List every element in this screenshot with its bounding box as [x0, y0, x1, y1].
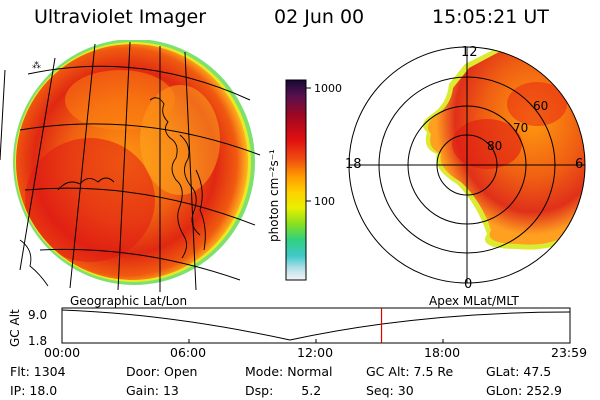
seq-info: Seq: 30 — [366, 383, 414, 398]
gain-info: Gain: 13 — [126, 383, 179, 398]
altitude-ytick-bottom: 1.8 — [28, 334, 47, 348]
mode-value: Normal — [287, 364, 333, 379]
mlt-label-0: 0 — [464, 277, 472, 292]
gain-value: 13 — [162, 383, 179, 398]
glat-info: GLat: 47.5 — [486, 364, 551, 379]
gcalt-label: GC Alt: — [366, 364, 410, 379]
geographic-label: Geographic Lat/Lon — [70, 294, 188, 308]
glon-value: 252.9 — [526, 383, 562, 398]
mode-label: Mode: — [245, 364, 284, 379]
app-title: Ultraviolet Imager — [34, 6, 207, 28]
lat-label-60: 60 — [533, 99, 548, 113]
dsp-info: Dsp: 5.2 — [245, 383, 321, 398]
colorbar-unit-label: photon cm⁻²s⁻¹ — [267, 149, 281, 242]
mlt-label-12: 12 — [461, 45, 478, 60]
polar-plot: 12 18 6 0 80 70 60 — [345, 45, 586, 292]
xtick-2359: 23:59 — [551, 345, 588, 360]
flt-label: Flt: — [10, 364, 30, 379]
xtick-1800: 18:00 — [424, 345, 461, 360]
gcalt-value: 7.5 Re — [413, 364, 454, 379]
seq-value: 30 — [397, 383, 414, 398]
glon-info: GLon: 252.9 — [486, 383, 562, 398]
ip-value: 18.0 — [29, 383, 58, 398]
dsp-label: Dsp: — [245, 383, 274, 398]
mlt-label-6: 6 — [575, 157, 583, 172]
ip-info: IP: 18.0 — [10, 383, 57, 398]
glat-value: 47.5 — [523, 364, 552, 379]
lat-label-80: 80 — [487, 139, 502, 153]
gcalt-info: GC Alt: 7.5 Re — [366, 364, 453, 379]
geographic-image: ⁂ — [0, 40, 261, 292]
colorbar: 1000 100 photon cm⁻²s⁻¹ — [267, 79, 342, 281]
altitude-ytick-top: 9.0 — [28, 308, 47, 322]
glat-label: GLat: — [486, 364, 520, 379]
colorbar-label-1000: 1000 — [314, 82, 342, 95]
xtick-0600: 06:00 — [170, 345, 207, 360]
colorbar-label-100: 100 — [314, 195, 335, 208]
flt-info: Flt: 1304 — [10, 364, 66, 379]
door-label: Door: — [126, 364, 161, 379]
seq-label: Seq: — [366, 383, 394, 398]
xtick-0000: 00:00 — [44, 345, 81, 360]
coastlines — [19, 97, 206, 287]
altitude-frame — [61, 307, 571, 344]
mode-info: Mode: Normal — [245, 364, 333, 379]
mlt-label-18: 18 — [345, 157, 362, 172]
lat-label-70: 70 — [513, 121, 528, 135]
altitude-plot: GC Alt 9.0 1.8 — [8, 307, 571, 348]
glon-label: GLon: — [486, 383, 523, 398]
altitude-ylabel: GC Alt — [8, 309, 22, 347]
door-info: Door: Open — [126, 364, 197, 379]
polar-grid — [348, 46, 586, 284]
dsp-value: 5.2 — [301, 383, 322, 398]
flt-value: 1304 — [33, 364, 66, 379]
ip-label: IP: — [10, 383, 26, 398]
time-label: 15:05:21 UT — [432, 6, 549, 28]
colorbar-gradient — [285, 79, 307, 281]
date-label: 02 Jun 00 — [274, 6, 365, 28]
door-value: Open — [164, 364, 198, 379]
xtick-1200: 12:00 — [297, 345, 334, 360]
graticule — [0, 41, 261, 292]
svg-text:⁂: ⁂ — [32, 60, 41, 71]
gain-label: Gain: — [126, 383, 159, 398]
apex-label: Apex MLat/MLT — [429, 294, 519, 308]
altitude-curve — [61, 309, 571, 341]
